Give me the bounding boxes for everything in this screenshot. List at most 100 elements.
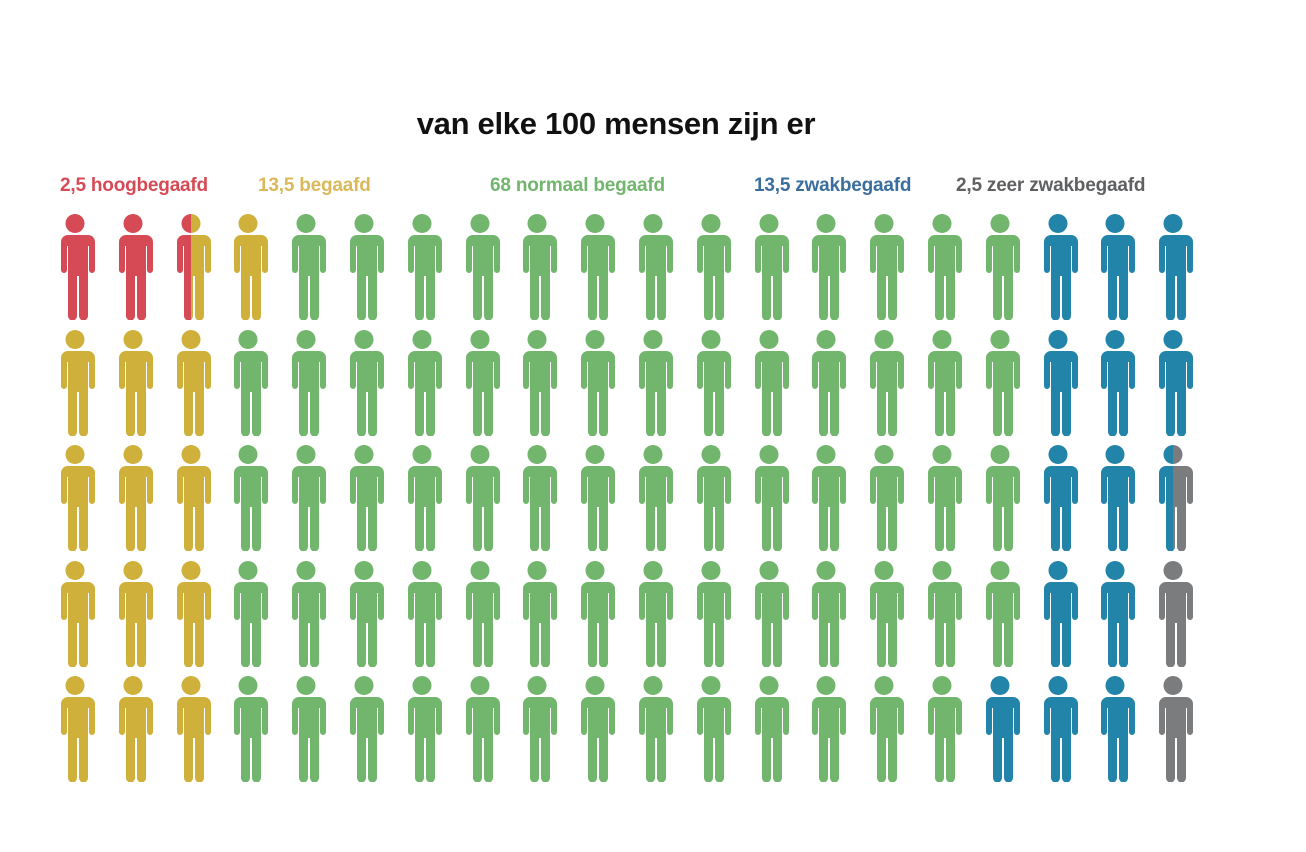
person-icon bbox=[170, 329, 212, 436]
person-icon bbox=[979, 329, 1021, 436]
person-icon bbox=[574, 560, 616, 667]
person-icon bbox=[170, 214, 212, 320]
person-icon bbox=[227, 445, 269, 551]
person-icon bbox=[227, 214, 269, 320]
person-icon bbox=[54, 329, 96, 436]
person-icon bbox=[516, 445, 558, 551]
person-icon bbox=[574, 214, 616, 320]
person-icon bbox=[54, 676, 96, 782]
person-icon bbox=[921, 445, 963, 551]
person-icon bbox=[112, 676, 154, 782]
person-icon bbox=[979, 214, 1021, 320]
person-icon bbox=[459, 560, 501, 667]
person-icon bbox=[227, 329, 269, 436]
person-icon bbox=[574, 676, 616, 782]
person-icon bbox=[459, 676, 501, 782]
person-icon bbox=[1152, 676, 1194, 782]
person-icon bbox=[112, 560, 154, 667]
person-icon bbox=[805, 676, 847, 782]
person-icon bbox=[1152, 560, 1194, 667]
person-icon bbox=[343, 445, 385, 551]
person-icon bbox=[863, 445, 905, 551]
person-icon bbox=[979, 560, 1021, 667]
person-icon bbox=[516, 214, 558, 320]
person-icon bbox=[921, 560, 963, 667]
person-icon bbox=[227, 676, 269, 782]
person-icon bbox=[401, 214, 443, 320]
person-icon bbox=[863, 214, 905, 320]
person-icon bbox=[574, 445, 616, 551]
person-icon bbox=[632, 329, 674, 436]
person-icon bbox=[921, 329, 963, 436]
person-icon bbox=[1037, 214, 1079, 320]
person-icon bbox=[690, 214, 732, 320]
person-icon bbox=[516, 676, 558, 782]
person-icon bbox=[805, 560, 847, 667]
person-icon bbox=[459, 214, 501, 320]
person-icon bbox=[1094, 214, 1136, 320]
person-icon bbox=[632, 445, 674, 551]
person-icon bbox=[285, 445, 327, 551]
person-icon bbox=[632, 676, 674, 782]
person-icon bbox=[112, 329, 154, 436]
person-icon bbox=[805, 214, 847, 320]
person-icon bbox=[343, 676, 385, 782]
person-icon bbox=[1094, 560, 1136, 667]
person-icon bbox=[285, 676, 327, 782]
person-icon bbox=[516, 560, 558, 667]
person-icon bbox=[690, 676, 732, 782]
person-icon bbox=[343, 329, 385, 436]
person-icon bbox=[690, 329, 732, 436]
person-icon bbox=[1037, 445, 1079, 551]
person-icon bbox=[516, 329, 558, 436]
person-icon bbox=[805, 329, 847, 436]
person-icon bbox=[863, 676, 905, 782]
person-icon bbox=[285, 214, 327, 320]
person-icon bbox=[112, 214, 154, 320]
person-icon bbox=[921, 676, 963, 782]
pictogram-grid bbox=[54, 214, 1194, 784]
person-icon bbox=[690, 445, 732, 551]
person-icon bbox=[170, 445, 212, 551]
person-icon bbox=[285, 329, 327, 436]
person-icon bbox=[748, 445, 790, 551]
chart-title: van elke 100 mensen zijn er bbox=[416, 106, 816, 141]
person-icon bbox=[1094, 676, 1136, 782]
person-icon bbox=[748, 329, 790, 436]
person-icon bbox=[863, 329, 905, 436]
legend-item: 13,5 begaafd bbox=[258, 175, 371, 196]
person-icon bbox=[1152, 214, 1194, 320]
person-icon bbox=[401, 445, 443, 551]
person-icon bbox=[1037, 560, 1079, 667]
person-icon bbox=[1152, 329, 1194, 436]
person-icon bbox=[979, 445, 1021, 551]
legend-item: 13,5 zwakbegaafd bbox=[754, 175, 912, 196]
person-icon bbox=[343, 560, 385, 667]
person-icon bbox=[343, 214, 385, 320]
person-icon bbox=[1094, 445, 1136, 551]
person-icon bbox=[1037, 329, 1079, 436]
person-icon bbox=[285, 560, 327, 667]
person-icon bbox=[805, 445, 847, 551]
person-icon bbox=[1037, 676, 1079, 782]
person-icon bbox=[54, 214, 96, 320]
legend-item: 68 normaal begaafd bbox=[490, 175, 665, 196]
person-icon bbox=[921, 214, 963, 320]
person-icon bbox=[459, 329, 501, 436]
person-icon bbox=[54, 560, 96, 667]
person-icon bbox=[1152, 445, 1194, 551]
legend-item: 2,5 zeer zwakbegaafd bbox=[956, 175, 1146, 196]
person-icon bbox=[54, 445, 96, 551]
person-icon bbox=[112, 445, 154, 551]
person-icon bbox=[459, 445, 501, 551]
person-icon bbox=[170, 676, 212, 782]
person-icon bbox=[632, 560, 674, 667]
person-icon bbox=[632, 214, 674, 320]
person-icon bbox=[401, 676, 443, 782]
person-icon bbox=[170, 560, 212, 667]
person-icon bbox=[748, 560, 790, 667]
person-icon bbox=[227, 560, 269, 667]
legend-item: 2,5 hoogbegaafd bbox=[60, 175, 208, 196]
person-icon bbox=[401, 329, 443, 436]
person-icon bbox=[979, 676, 1021, 782]
